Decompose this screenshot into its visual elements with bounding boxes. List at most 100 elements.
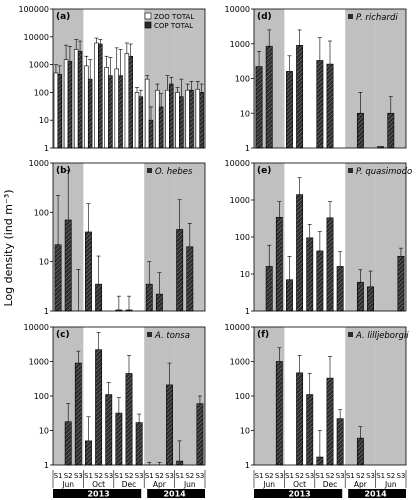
station-label: S2 — [125, 472, 134, 480]
bar-zoo-total — [114, 68, 119, 149]
y-tick-label: 100 — [34, 88, 49, 97]
y-tick-label: 10 — [39, 427, 49, 436]
plot-frame — [253, 326, 407, 466]
y-tick-label: 1000 — [29, 358, 49, 367]
month-label: Apr — [153, 480, 167, 489]
panel-title: A. tonsa — [154, 331, 190, 341]
station-label: S2 — [265, 472, 274, 480]
month-label: Apr — [354, 480, 368, 489]
bar-cop-total — [77, 51, 83, 149]
bar-value — [125, 373, 133, 466]
y-tick-label: 1000 — [230, 40, 250, 49]
bar-value — [145, 283, 153, 312]
bar-value — [286, 279, 293, 312]
year-bar-2014 — [348, 489, 406, 498]
station-label: S2 — [185, 472, 194, 480]
y-tick-label: 10000 — [225, 5, 250, 14]
bar-zoo-total — [134, 92, 140, 149]
bar-value — [316, 250, 324, 312]
bar-value — [64, 421, 72, 466]
legend-swatch — [147, 332, 152, 337]
bar-value — [286, 71, 293, 149]
station-label: S2 — [64, 472, 73, 480]
bar-value — [176, 229, 184, 312]
station-label: S2 — [356, 472, 365, 480]
month-label: Dec — [323, 480, 338, 489]
bar-zoo-total — [195, 88, 201, 149]
station-label: S2 — [326, 472, 335, 480]
panel-b: 1 10 100 1000 (b) O. hebes — [29, 159, 206, 316]
bar-value — [356, 437, 364, 466]
bar-value — [367, 286, 374, 312]
bar-value — [166, 384, 173, 466]
panel-c: 1 10 100 1000 10000 (c) A. tonsa — [24, 323, 206, 470]
station-label: S1 — [145, 472, 154, 480]
bar-value — [397, 256, 405, 312]
panel-f: 1 10 100 1000 10000 (f) A. lilljeborgii — [225, 323, 410, 470]
panel-title: A. lilljeborgii — [355, 331, 409, 341]
station-label: S2 — [94, 472, 103, 480]
bar-zoo-total — [124, 53, 130, 149]
y-tick-label: 100 — [235, 233, 250, 242]
legend-swatch — [348, 168, 353, 173]
bar-value — [74, 362, 82, 466]
legend-swatch — [348, 332, 353, 337]
month-label: Jun — [61, 480, 74, 489]
y-tick-label: 10000 — [24, 323, 49, 332]
y-axis-label: Log density (ind m⁻³) — [2, 190, 15, 307]
station-label: S1 — [376, 472, 385, 480]
bar-cop-total — [189, 89, 194, 149]
station-label: S3 — [195, 472, 204, 480]
y-tick-label: 1 — [245, 461, 250, 470]
bar-value — [196, 403, 204, 466]
year-bar-2013 — [254, 489, 343, 498]
bar-value — [356, 281, 364, 312]
bar-value — [336, 266, 344, 312]
bar-value — [176, 460, 184, 466]
bar-cop-total — [67, 61, 73, 149]
bar-value — [275, 361, 283, 466]
station-label: S1 — [255, 472, 264, 480]
month-label: Jun — [183, 480, 196, 489]
y-tick-label: 100 — [34, 392, 49, 401]
bar-value — [95, 349, 103, 466]
panel-title: O. hebes — [155, 167, 193, 177]
bar-value — [95, 283, 103, 312]
station-label: S3 — [336, 472, 345, 480]
year-label-2013: 2013 — [87, 490, 109, 499]
bar-cop-total — [128, 55, 133, 149]
y-tick-label: 100000 — [18, 5, 49, 14]
panel-title: P. richardi — [356, 13, 398, 23]
bar-value — [326, 377, 334, 466]
panel-d: 1 10 100 1000 10000 (d) P. richardi — [225, 5, 407, 153]
legend-label: COP TOTAL — [154, 22, 193, 30]
bar-value — [336, 418, 344, 466]
bar-zoo-total — [155, 89, 160, 149]
bar-value — [265, 266, 273, 312]
plot-frame — [52, 8, 206, 149]
bar-value — [326, 217, 334, 312]
panel-letter: (d) — [257, 12, 272, 22]
legend-swatch — [348, 14, 353, 19]
bar-zoo-total — [94, 42, 99, 149]
station-label: S3 — [275, 472, 284, 480]
bar-cop-total — [98, 43, 103, 149]
station-label: S3 — [396, 472, 405, 480]
bar-value — [316, 60, 324, 149]
bar-value — [387, 112, 395, 149]
plot-frame — [52, 326, 206, 466]
y-tick-label: 10 — [240, 427, 250, 436]
station-label: S2 — [295, 472, 304, 480]
bar-cop-total — [57, 73, 63, 149]
month-label: Jun — [384, 480, 397, 489]
station-label: S3 — [305, 472, 314, 480]
year-label-2013: 2013 — [288, 490, 310, 499]
bar-cop-total — [108, 75, 113, 149]
panel-letter: (b) — [56, 166, 71, 176]
legend-swatch — [147, 168, 152, 173]
plot-frame — [52, 162, 206, 312]
bar-zoo-total — [84, 65, 89, 149]
bar-value — [85, 231, 92, 312]
